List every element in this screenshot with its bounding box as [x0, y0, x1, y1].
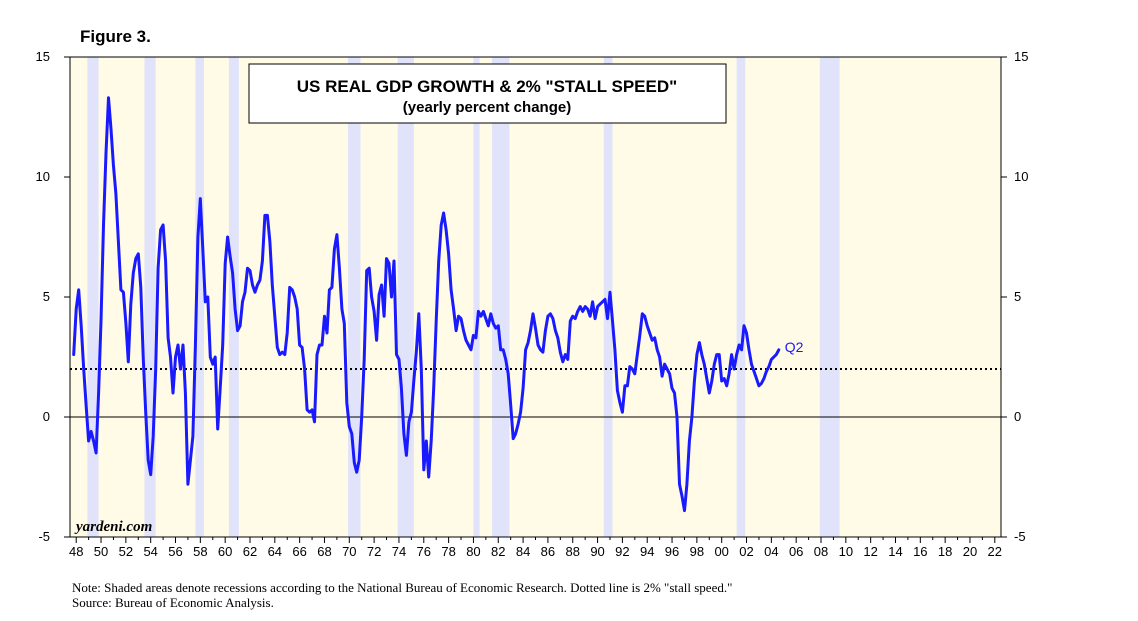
y-tick-label-right: 15	[1014, 49, 1028, 64]
x-tick-label: 22	[988, 544, 1002, 559]
x-tick-label: 54	[143, 544, 157, 559]
y-tick-label: 5	[43, 289, 50, 304]
y-tick-label: 10	[36, 169, 50, 184]
chart-title: US REAL GDP GROWTH & 2% "STALL SPEED"	[297, 77, 677, 96]
x-tick-label: 68	[317, 544, 331, 559]
x-tick-label: 84	[516, 544, 530, 559]
gdp-growth-points	[73, 97, 779, 511]
x-tick-label: 16	[913, 544, 927, 559]
x-tick-label: 08	[814, 544, 828, 559]
x-tick-label: 90	[590, 544, 604, 559]
x-tick-label: 94	[640, 544, 654, 559]
recession-band	[87, 57, 99, 537]
brand-watermark: yardeni.com	[74, 519, 152, 535]
recession-band	[195, 57, 205, 537]
y-tick-label-right: 10	[1014, 169, 1028, 184]
source-line: Source: Bureau of Economic Analysis.	[72, 595, 274, 610]
x-tick-label: 98	[690, 544, 704, 559]
x-tick-label: 78	[441, 544, 455, 559]
x-tick-label: 76	[417, 544, 431, 559]
x-tick-label: 70	[342, 544, 356, 559]
recession-band	[144, 57, 156, 537]
y-tick-label: 0	[43, 409, 50, 424]
x-tick-label: 52	[119, 544, 133, 559]
x-tick-label: 12	[863, 544, 877, 559]
x-tick-label: 48	[69, 544, 83, 559]
y-axis-left: -5 0 5 10 15	[36, 49, 70, 544]
x-tick-label: 86	[541, 544, 555, 559]
x-tick-label: 20	[963, 544, 977, 559]
x-tick-label: 56	[168, 544, 182, 559]
x-tick-label: 06	[789, 544, 803, 559]
x-tick-label: 62	[243, 544, 257, 559]
y-tick-label-right: 0	[1014, 409, 1021, 424]
y-tick-label: -5	[38, 529, 50, 544]
plot-background	[70, 57, 1001, 537]
recession-band	[819, 57, 840, 537]
x-tick-label: 50	[94, 544, 108, 559]
y-axis-right: -5 0 5 10 15	[1001, 49, 1028, 544]
recession-band	[492, 57, 510, 537]
x-tick-label: 10	[839, 544, 853, 559]
x-tick-label: 66	[292, 544, 306, 559]
title-box-frame	[248, 63, 727, 124]
x-tick-label: 82	[491, 544, 505, 559]
x-tick-label: 14	[888, 544, 902, 559]
x-axis: 48 50 52 54 56 58 60 62 64 66 68 70 72 74 76 78 80 82 84 86…	[69, 537, 1002, 559]
x-tick-label: 00	[714, 544, 728, 559]
y-tick-label-right: 5	[1014, 289, 1021, 304]
recession-band	[736, 57, 746, 537]
chart-subtitle: (yearly percent change)	[403, 99, 571, 116]
x-tick-label: 60	[218, 544, 232, 559]
y-tick-label: 15	[36, 49, 50, 64]
chart-title-box: US REAL GDP GROWTH & 2% "STALL SPEED" (y…	[248, 63, 727, 124]
x-tick-label: 88	[566, 544, 580, 559]
figure-label: Figure 3.	[80, 27, 151, 46]
x-tick-label: 80	[466, 544, 480, 559]
y-tick-label-right: -5	[1014, 529, 1026, 544]
x-tick-label: 64	[268, 544, 282, 559]
x-tick-label: 18	[938, 544, 952, 559]
recession-band	[473, 57, 480, 537]
x-tick-label: 74	[392, 544, 406, 559]
note-line: Note: Shaded areas denote recessions acc…	[72, 580, 733, 595]
x-tick-label: 02	[739, 544, 753, 559]
recession-band	[397, 57, 414, 537]
x-tick-label: 72	[367, 544, 381, 559]
x-tick-label: 58	[193, 544, 207, 559]
x-tick-label: 92	[615, 544, 629, 559]
x-tick-label: 96	[665, 544, 679, 559]
x-tick-label: 04	[764, 544, 778, 559]
chart-notes: Note: Shaded areas denote recessions acc…	[72, 580, 732, 610]
latest-quarter-label: Q2	[785, 339, 804, 355]
